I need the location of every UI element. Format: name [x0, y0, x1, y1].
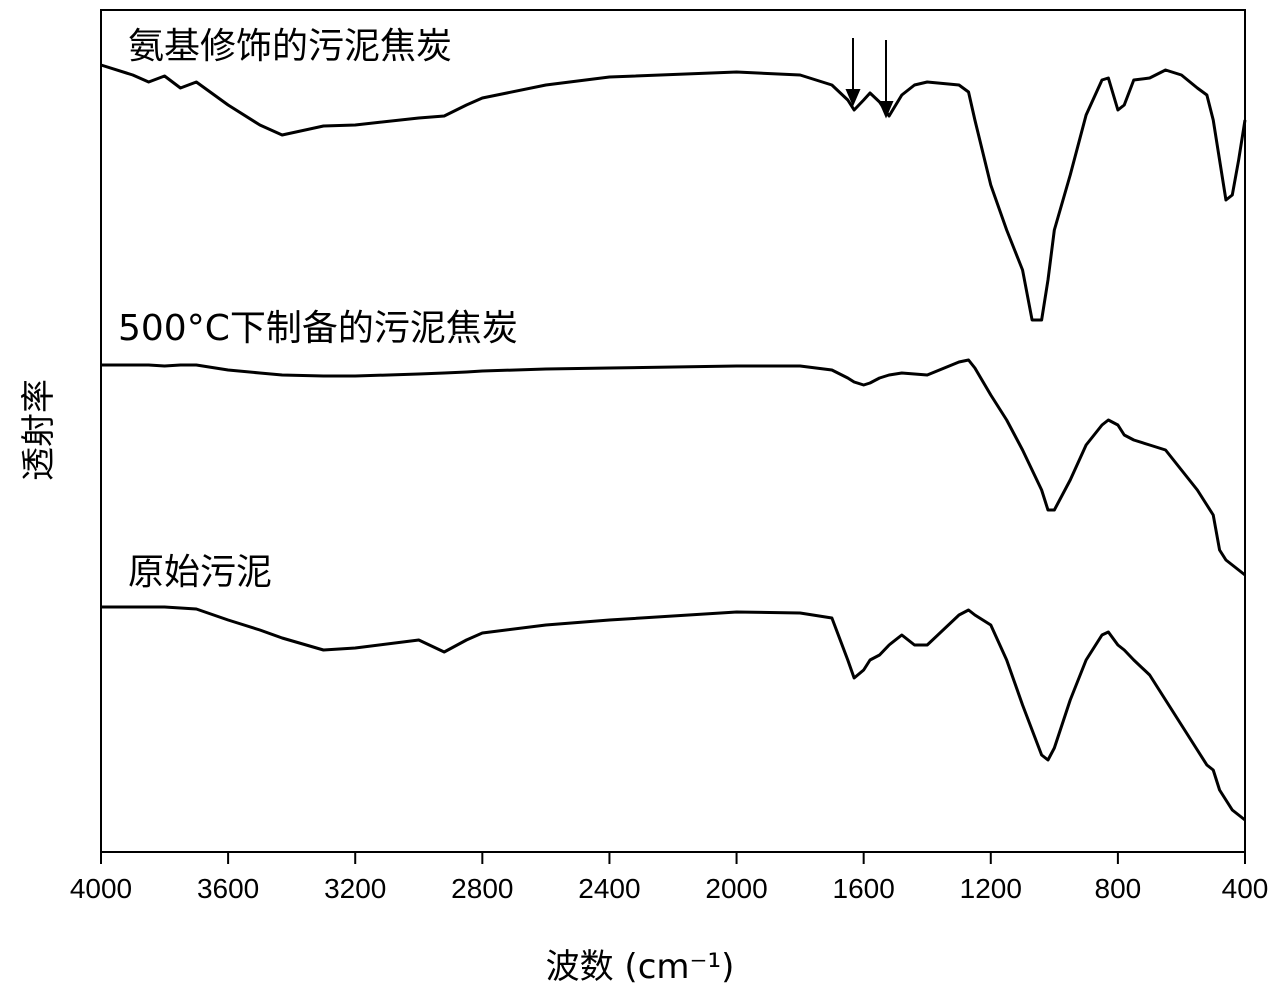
plot-frame: [100, 9, 1246, 853]
series-label: 氨基修饰的污泥焦炭: [128, 26, 452, 67]
arrow-head: [845, 89, 861, 107]
x-tick-label: 800: [1095, 873, 1142, 904]
x-tick-label: 400: [1222, 873, 1269, 904]
spectrum-line: [100, 63, 1247, 322]
x-tick-label: 4000: [70, 873, 132, 904]
x-tick-label: 2400: [578, 873, 640, 904]
x-tick-label: 2000: [705, 873, 767, 904]
spectrum-line: [101, 358, 1246, 577]
series-label: 原始污泥: [128, 552, 272, 593]
y-axis-label: 透射率: [19, 379, 59, 481]
x-tick-label: 2800: [451, 873, 513, 904]
x-tick-label: 3600: [197, 873, 259, 904]
arrows: [845, 38, 894, 119]
x-axis-label: 波数 (cm⁻¹): [546, 947, 735, 987]
series-label: 500°C下制备的污泥焦炭: [118, 308, 518, 349]
spectrum-line: [101, 605, 1246, 822]
x-tick-label: 3200: [324, 873, 386, 904]
x-tick-label: 1200: [960, 873, 1022, 904]
x-tick-label: 1600: [833, 873, 895, 904]
